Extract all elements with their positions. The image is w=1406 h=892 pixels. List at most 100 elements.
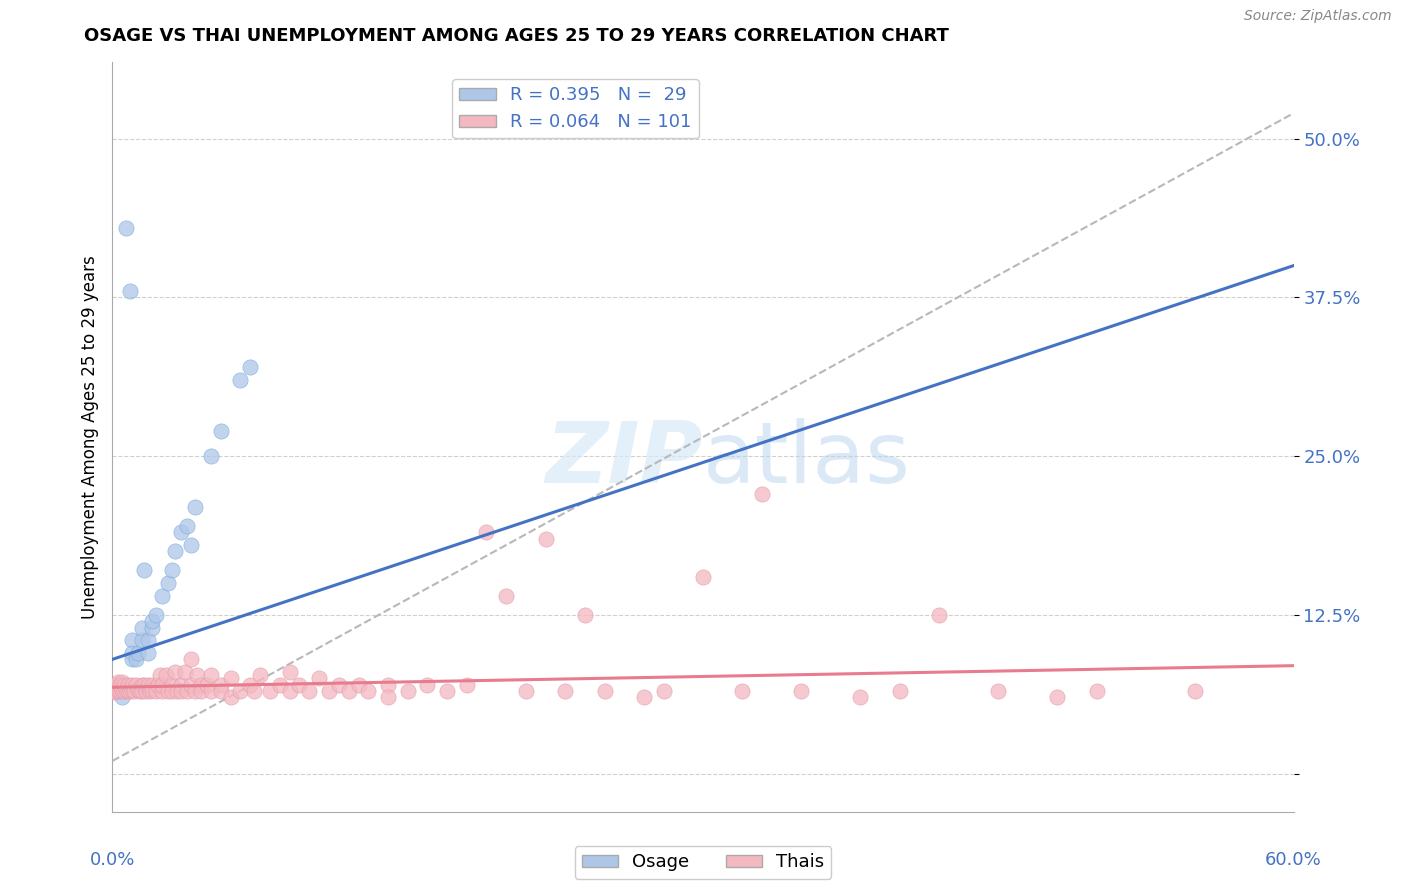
Point bbox=[132, 563, 155, 577]
Point bbox=[160, 678, 183, 692]
Point bbox=[396, 684, 419, 698]
Point bbox=[101, 680, 124, 694]
Point bbox=[269, 678, 291, 692]
Point bbox=[174, 665, 197, 679]
Point bbox=[121, 682, 143, 697]
Point bbox=[475, 525, 498, 540]
Point bbox=[141, 682, 163, 697]
Point bbox=[186, 667, 208, 681]
Point bbox=[298, 684, 321, 698]
Point bbox=[141, 678, 163, 692]
Point bbox=[103, 685, 125, 699]
Point bbox=[184, 684, 207, 698]
Point bbox=[107, 675, 129, 690]
Point bbox=[136, 633, 159, 648]
Point bbox=[160, 684, 183, 698]
Text: 60.0%: 60.0% bbox=[1265, 851, 1322, 869]
Point bbox=[243, 684, 266, 698]
Point bbox=[239, 360, 262, 375]
Point bbox=[131, 633, 153, 648]
Point bbox=[987, 684, 1010, 698]
Point bbox=[1184, 684, 1206, 698]
Point bbox=[121, 646, 143, 660]
Point bbox=[180, 538, 202, 552]
Point bbox=[170, 525, 193, 540]
Legend: R = 0.395   N =  29, R = 0.064   N = 101: R = 0.395 N = 29, R = 0.064 N = 101 bbox=[453, 79, 699, 138]
Point bbox=[176, 684, 198, 698]
Point bbox=[103, 678, 125, 692]
Point bbox=[209, 678, 232, 692]
Point bbox=[150, 684, 173, 698]
Point bbox=[495, 589, 517, 603]
Point bbox=[337, 684, 360, 698]
Point bbox=[107, 684, 129, 698]
Point bbox=[456, 678, 478, 692]
Point bbox=[1046, 690, 1069, 705]
Point bbox=[120, 684, 142, 698]
Point bbox=[112, 684, 135, 698]
Point bbox=[105, 678, 128, 692]
Point bbox=[751, 487, 773, 501]
Point bbox=[165, 665, 187, 679]
Point bbox=[176, 519, 198, 533]
Point bbox=[377, 678, 399, 692]
Point bbox=[200, 667, 222, 681]
Point bbox=[150, 678, 173, 692]
Point bbox=[229, 373, 252, 387]
Point bbox=[308, 672, 330, 686]
Point bbox=[101, 684, 124, 698]
Point bbox=[131, 684, 153, 698]
Point bbox=[146, 678, 169, 692]
Point bbox=[149, 667, 172, 681]
Point bbox=[122, 684, 145, 698]
Text: atlas: atlas bbox=[703, 418, 911, 501]
Point bbox=[790, 684, 813, 698]
Point bbox=[125, 652, 148, 666]
Point bbox=[180, 652, 202, 666]
Point bbox=[141, 614, 163, 628]
Point bbox=[928, 607, 950, 622]
Point bbox=[328, 678, 350, 692]
Point bbox=[170, 684, 193, 698]
Point bbox=[121, 652, 143, 666]
Point bbox=[219, 672, 242, 686]
Point bbox=[121, 678, 143, 692]
Point bbox=[190, 684, 212, 698]
Point bbox=[105, 684, 128, 698]
Point bbox=[145, 607, 167, 622]
Point bbox=[120, 284, 142, 298]
Point bbox=[139, 684, 162, 698]
Point bbox=[288, 678, 311, 692]
Point bbox=[190, 678, 212, 692]
Point bbox=[111, 682, 134, 697]
Point bbox=[117, 678, 139, 692]
Point bbox=[889, 684, 911, 698]
Point bbox=[180, 678, 202, 692]
Point bbox=[593, 684, 616, 698]
Point bbox=[117, 684, 139, 698]
Point bbox=[200, 449, 222, 463]
Point bbox=[357, 684, 380, 698]
Point bbox=[132, 678, 155, 692]
Point bbox=[249, 667, 271, 681]
Point bbox=[574, 607, 596, 622]
Point bbox=[111, 675, 134, 690]
Point bbox=[135, 684, 157, 698]
Point bbox=[131, 621, 153, 635]
Point bbox=[554, 684, 576, 698]
Text: Source: ZipAtlas.com: Source: ZipAtlas.com bbox=[1244, 9, 1392, 23]
Point bbox=[731, 684, 754, 698]
Point bbox=[184, 500, 207, 514]
Y-axis label: Unemployment Among Ages 25 to 29 years: Unemployment Among Ages 25 to 29 years bbox=[80, 255, 98, 619]
Point bbox=[534, 532, 557, 546]
Point bbox=[416, 678, 439, 692]
Point bbox=[209, 424, 232, 438]
Point bbox=[436, 684, 458, 698]
Text: OSAGE VS THAI UNEMPLOYMENT AMONG AGES 25 TO 29 YEARS CORRELATION CHART: OSAGE VS THAI UNEMPLOYMENT AMONG AGES 25… bbox=[84, 27, 949, 45]
Point bbox=[239, 678, 262, 692]
Point bbox=[209, 684, 232, 698]
Point bbox=[110, 678, 132, 692]
Point bbox=[652, 684, 675, 698]
Point bbox=[145, 684, 167, 698]
Point bbox=[125, 678, 148, 692]
